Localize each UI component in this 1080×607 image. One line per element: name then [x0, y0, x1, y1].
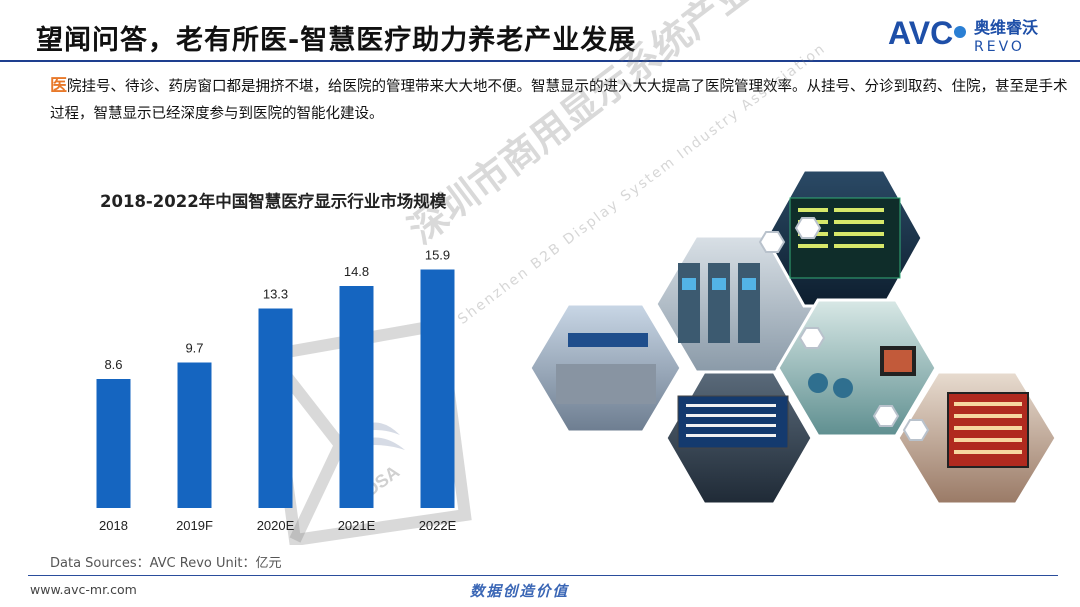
- bar-2018: [96, 379, 131, 508]
- x-tick-2020E: 2020E: [257, 518, 295, 533]
- photo-queue-screen: [664, 370, 814, 506]
- footer-slogan: 数据创造价值: [470, 584, 569, 600]
- logo-dot-icon: [954, 26, 966, 38]
- decor-hexagons: [758, 217, 930, 441]
- footer-rule: [28, 575, 1058, 576]
- intro-first-char: 医: [50, 76, 67, 96]
- logo-text: AVC: [888, 15, 953, 51]
- x-tick-2019F: 2019F: [176, 518, 213, 533]
- hospital-photo-collage: [528, 168, 1058, 506]
- x-tick-2021E: 2021E: [338, 518, 376, 533]
- chart-title: 2018-2022年中国智慧医疗显示行业市场规模: [100, 192, 447, 211]
- data-label-2020E: 13.3: [263, 287, 288, 302]
- bar-2021E: [339, 286, 374, 508]
- bar-2022E: [420, 269, 455, 508]
- photo-self-service-kiosks: [654, 234, 818, 374]
- avc-logo: AVC 奥维睿沃 REVO: [888, 15, 1038, 55]
- data-source-note: Data Sources：AVC Revo Unit：亿元: [50, 556, 282, 571]
- data-label-2021E: 14.8: [344, 264, 369, 279]
- x-tick-2022E: 2022E: [419, 518, 457, 533]
- bar-2019F: [177, 362, 212, 508]
- data-label-2022E: 15.9: [425, 248, 450, 263]
- photo-registration-hall: [528, 302, 683, 434]
- data-label-2019F: 9.7: [185, 341, 203, 356]
- title-underline: [0, 60, 1080, 62]
- photo-ward-display: [896, 370, 1058, 506]
- bar-chart: 8.6 2018 9.7 2019F 13.3 2020E 14.8 2021E 15.9 202…: [96, 248, 457, 533]
- bar-2020E: [258, 308, 293, 508]
- page-title: 望闻问答，老有所医-智慧医疗助力养老产业发展: [36, 25, 637, 56]
- logo-subtext-cn: 奥维睿沃: [974, 18, 1038, 37]
- footer-url: www.avc-mr.com: [30, 582, 137, 597]
- x-tick-2018: 2018: [99, 518, 128, 533]
- intro-paragraph: 医院挂号、待诊、药房窗口都是拥挤不堪，给医院的管理带来大大地不便。智慧显示的进入…: [50, 73, 1070, 128]
- logo-subtext-en: REVO: [974, 39, 1025, 55]
- intro-text: 院挂号、待诊、药房窗口都是拥挤不堪，给医院的管理带来大大地不便。智慧显示的进入大…: [50, 79, 1068, 122]
- data-label-2018: 8.6: [104, 357, 122, 372]
